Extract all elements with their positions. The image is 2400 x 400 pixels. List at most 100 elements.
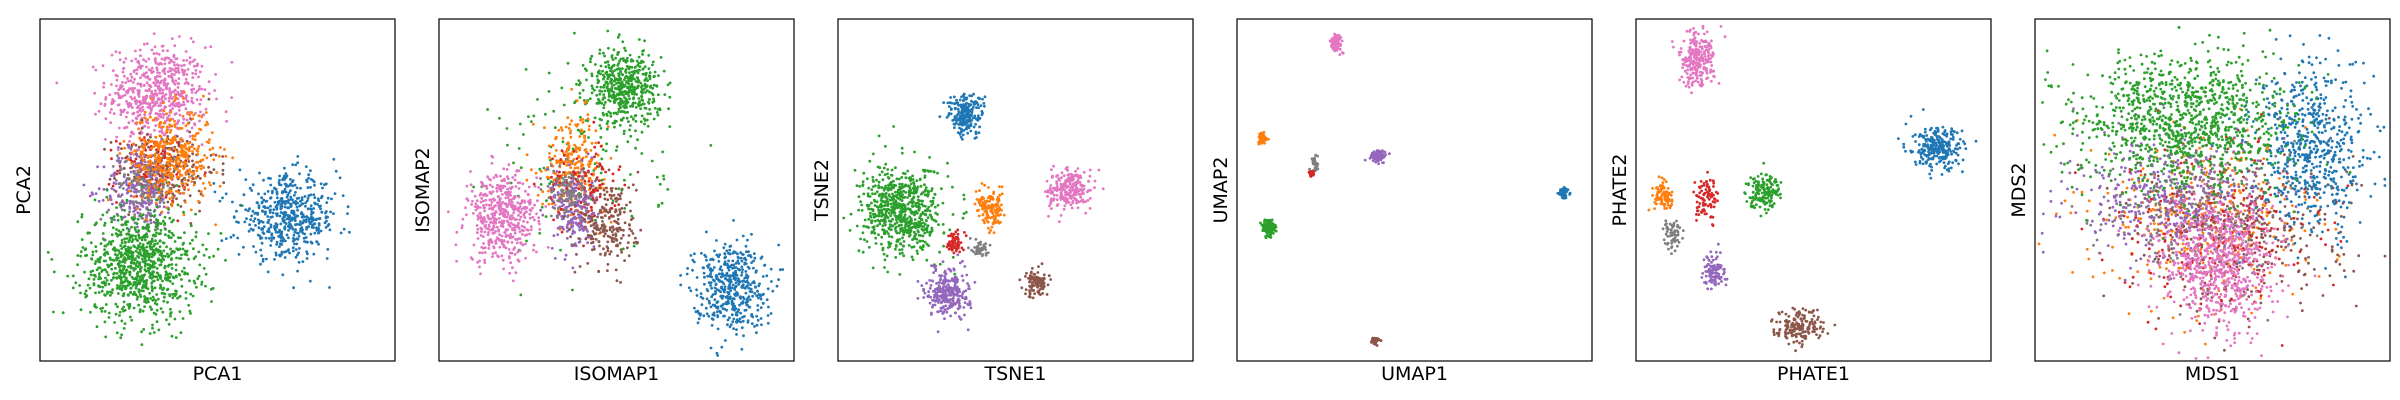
data-point — [571, 232, 574, 236]
data-point — [173, 99, 177, 102]
data-point — [146, 105, 150, 109]
data-point — [138, 308, 142, 312]
data-point — [556, 174, 560, 178]
data-point — [325, 257, 329, 260]
data-point — [513, 204, 517, 208]
data-point — [229, 235, 233, 239]
data-point — [178, 35, 181, 38]
data-point — [621, 40, 625, 44]
data-point — [172, 73, 176, 76]
data-point — [147, 186, 151, 189]
data-point — [160, 98, 164, 102]
data-point — [283, 178, 286, 181]
data-point — [562, 162, 566, 166]
data-point — [208, 148, 212, 152]
data-point — [260, 241, 264, 245]
data-point — [117, 96, 121, 100]
data-point — [126, 177, 130, 180]
data-point — [500, 254, 504, 258]
data-point — [489, 220, 493, 224]
data-point — [148, 263, 151, 267]
data-point — [120, 279, 123, 283]
data-point — [578, 81, 582, 85]
data-point — [488, 191, 492, 194]
data-point — [598, 48, 602, 52]
data-point — [140, 330, 144, 334]
data-point — [157, 259, 160, 262]
data-point — [289, 203, 292, 206]
data-point — [501, 224, 504, 228]
data-point — [610, 89, 614, 93]
data-point — [506, 213, 510, 216]
data-point — [118, 310, 122, 314]
data-point — [250, 189, 254, 192]
data-point — [579, 211, 583, 214]
data-point — [644, 107, 648, 110]
data-point — [121, 228, 125, 232]
data-point — [568, 159, 572, 163]
data-point — [82, 183, 86, 187]
data-point — [167, 114, 171, 117]
data-point — [177, 144, 181, 148]
data-point — [141, 177, 145, 181]
data-point — [139, 76, 142, 80]
data-point — [601, 69, 604, 73]
data-point — [275, 214, 279, 218]
data-point — [560, 128, 564, 132]
data-point — [166, 278, 170, 282]
data-point — [136, 295, 140, 299]
data-point — [168, 272, 172, 276]
data-point — [154, 239, 157, 243]
data-point — [164, 97, 167, 100]
data-point — [139, 137, 142, 141]
data-point — [151, 240, 155, 243]
data-point — [128, 207, 132, 210]
data-point — [613, 99, 617, 103]
data-point — [481, 251, 484, 255]
data-point — [200, 87, 204, 91]
data-point — [136, 272, 139, 275]
data-point — [158, 263, 162, 267]
data-point — [579, 164, 583, 168]
data-point — [292, 233, 296, 237]
data-point — [201, 158, 205, 162]
data-point — [105, 210, 109, 214]
data-point — [301, 228, 304, 232]
data-point — [466, 199, 470, 202]
data-point — [231, 156, 235, 160]
data-point — [117, 103, 121, 107]
data-point — [90, 191, 94, 195]
data-point — [269, 208, 272, 212]
data-point — [194, 235, 198, 239]
data-point — [469, 170, 472, 173]
data-point — [142, 328, 146, 331]
data-point — [131, 119, 135, 123]
data-point — [132, 268, 136, 272]
data-point — [306, 186, 310, 190]
data-point — [184, 107, 188, 111]
data-point — [169, 258, 173, 261]
data-point — [157, 191, 161, 195]
data-point — [522, 133, 525, 136]
data-point — [283, 227, 287, 231]
data-point — [607, 89, 611, 93]
data-point — [285, 233, 289, 237]
data-point — [570, 211, 574, 215]
data-point — [221, 162, 225, 166]
data-point — [191, 238, 194, 242]
data-point — [96, 165, 99, 169]
data-point — [561, 140, 565, 144]
data-point — [97, 187, 101, 191]
data-point — [114, 179, 118, 182]
data-point — [160, 62, 164, 66]
data-point — [167, 99, 171, 103]
data-point — [137, 229, 141, 232]
data-point — [90, 257, 93, 261]
data-point — [535, 212, 538, 216]
data-point — [597, 212, 600, 216]
data-point — [474, 208, 478, 212]
data-point — [594, 218, 597, 222]
data-point — [278, 174, 281, 178]
data-point — [643, 119, 647, 122]
data-point — [284, 185, 288, 188]
